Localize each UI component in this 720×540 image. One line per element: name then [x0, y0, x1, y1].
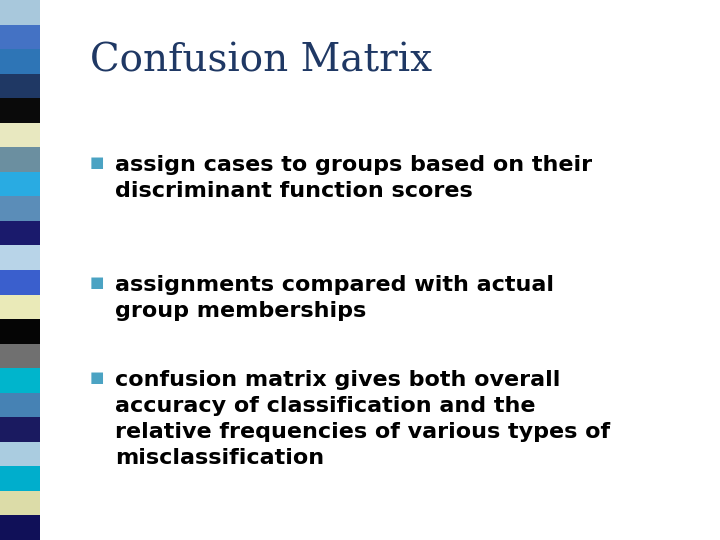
Bar — [0, 393, 40, 417]
Bar — [0, 417, 40, 442]
Text: ■: ■ — [90, 275, 104, 290]
Bar — [0, 467, 40, 491]
Bar — [0, 0, 40, 24]
Bar — [0, 368, 40, 393]
Bar — [0, 147, 40, 172]
Bar — [0, 197, 40, 221]
Bar — [0, 516, 40, 540]
Bar — [0, 98, 40, 123]
Bar — [0, 442, 40, 467]
Bar — [0, 491, 40, 516]
Text: accuracy of classification and the: accuracy of classification and the — [115, 396, 536, 416]
Text: relative frequencies of various types of: relative frequencies of various types of — [115, 422, 610, 442]
Text: assign cases to groups based on their: assign cases to groups based on their — [115, 155, 592, 175]
Text: confusion matrix gives both overall: confusion matrix gives both overall — [115, 370, 560, 390]
Text: group memberships: group memberships — [115, 301, 366, 321]
Bar — [0, 172, 40, 197]
Bar — [0, 221, 40, 246]
Bar — [0, 319, 40, 343]
Text: ■: ■ — [90, 155, 104, 170]
Bar — [0, 270, 40, 294]
Text: ■: ■ — [90, 370, 104, 385]
Text: misclassification: misclassification — [115, 448, 324, 468]
Bar — [0, 49, 40, 73]
Text: discriminant function scores: discriminant function scores — [115, 181, 473, 201]
Bar — [0, 123, 40, 147]
Bar — [0, 343, 40, 368]
Bar — [0, 24, 40, 49]
Text: assignments compared with actual: assignments compared with actual — [115, 275, 554, 295]
Bar — [0, 73, 40, 98]
Bar — [0, 294, 40, 319]
Text: Confusion Matrix: Confusion Matrix — [90, 42, 432, 79]
Bar — [0, 246, 40, 270]
